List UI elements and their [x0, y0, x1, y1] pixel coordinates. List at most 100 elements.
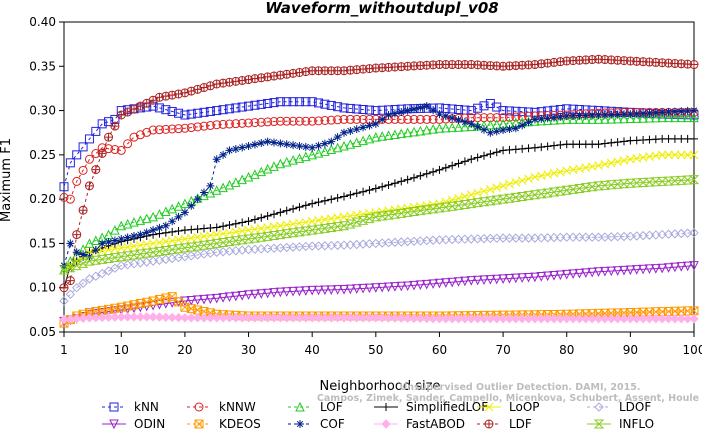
data-point-COF — [142, 228, 151, 237]
data-point-COF — [390, 109, 399, 118]
data-point-LoOP — [657, 150, 667, 160]
data-point-kNN — [447, 104, 457, 114]
data-point-COF — [378, 115, 387, 124]
data-point-FastABOD — [466, 314, 476, 324]
data-point-INFLO — [555, 186, 566, 196]
data-point-SimplifiedLOF — [168, 227, 177, 236]
data-point-LOF — [402, 127, 413, 138]
data-point-ODIN — [536, 272, 547, 282]
data-point-SimplifiedLOF — [537, 143, 546, 152]
data-point-SimplifiedLOF — [550, 141, 558, 150]
data-point-kNN — [161, 105, 171, 115]
data-point-INFLO — [612, 179, 623, 189]
data-point-LOF — [269, 161, 279, 171]
data-point-SimplifiedLOF — [410, 173, 418, 182]
data-point-ODIN — [485, 275, 496, 285]
data-point-kNN — [174, 108, 184, 118]
data-point-INFLO — [593, 181, 604, 191]
data-point-LDOF — [313, 241, 324, 251]
data-point-FastABOD — [587, 314, 597, 324]
x-tick-label: 20 — [177, 343, 192, 357]
data-point-kNN — [91, 126, 101, 136]
data-point-FastABOD — [313, 313, 324, 323]
data-point-LOF — [606, 113, 617, 124]
data-point-INFLO — [669, 176, 681, 186]
y-tick-label: 0.35 — [29, 59, 56, 73]
data-point-COF — [448, 114, 457, 123]
y-tick-label: 0.20 — [29, 192, 56, 206]
data-point-kNN — [167, 106, 177, 116]
data-point-ODIN — [651, 264, 661, 274]
data-point-INFLO — [300, 226, 312, 236]
data-point-LDOF — [536, 233, 546, 243]
data-point-FastABOD — [192, 313, 203, 323]
data-point-LDOF — [72, 283, 82, 293]
data-point-ODIN — [670, 262, 680, 273]
data-point-FastABOD — [320, 313, 330, 323]
data-point-COF — [645, 109, 654, 118]
data-point-SimplifiedLOF — [460, 157, 469, 166]
data-point-LDF — [84, 181, 94, 191]
data-point-LOF — [555, 114, 566, 125]
data-point-SimplifiedLOF — [371, 184, 380, 193]
data-point-SimplifiedLOF — [161, 228, 170, 237]
data-point-LDOF — [485, 233, 496, 244]
data-point-FastABOD — [409, 313, 419, 324]
data-point-LoOP — [689, 150, 699, 160]
data-point-SimplifiedLOF — [511, 145, 520, 154]
data-point-COF — [607, 110, 616, 119]
data-point-COF — [620, 110, 628, 119]
data-point-LDF — [91, 165, 101, 175]
data-point-INFLO — [224, 237, 235, 247]
data-point-SimplifiedLOF — [378, 182, 387, 191]
data-point-ODIN — [345, 284, 356, 295]
data-point-kNNW — [224, 119, 234, 129]
data-point-ODIN — [472, 275, 483, 286]
watermark-line-1: Unsupervised Outlier Detection. DAMI, 20… — [400, 382, 641, 393]
data-point-LDOF — [479, 233, 489, 244]
data-point-FastABOD — [396, 313, 406, 323]
data-point-kNN — [301, 97, 311, 107]
x-tick-label: 90 — [623, 343, 638, 357]
series-line-KDEOS — [63, 296, 695, 324]
data-point-FastABOD — [682, 314, 693, 324]
data-point-SimplifiedLOF — [607, 138, 616, 147]
data-point-LoOP — [524, 174, 533, 184]
data-point-INFLO — [663, 176, 674, 186]
data-point-kNN — [97, 119, 107, 129]
data-point-ODIN — [186, 295, 197, 306]
data-point-LOF — [84, 238, 95, 248]
data-point-kNN — [199, 107, 209, 117]
data-point-LoOP — [517, 176, 527, 185]
data-point-LDF — [104, 132, 114, 142]
data-point-INFLO — [682, 175, 693, 185]
data-point-ODIN — [250, 289, 260, 300]
data-point-COF — [441, 112, 450, 121]
data-point-INFLO — [281, 229, 292, 239]
legend-label: kNNW — [219, 400, 256, 414]
data-point-FastABOD — [262, 313, 273, 323]
data-point-ODIN — [638, 264, 648, 275]
data-point-ODIN — [663, 263, 674, 273]
legend-marker — [484, 402, 494, 412]
data-point-FastABOD — [301, 313, 311, 323]
data-point-SimplifiedLOF — [492, 148, 501, 157]
data-point-COF — [212, 155, 221, 164]
data-point-LOF — [313, 147, 324, 158]
data-point-LOF — [421, 124, 432, 135]
data-point-kNNW — [307, 116, 317, 126]
data-point-FastABOD — [663, 314, 674, 324]
legend-item-FastABOD: FastABOD — [374, 417, 465, 431]
data-point-LDOF — [472, 234, 483, 244]
data-point-LoOP — [466, 190, 476, 200]
data-point-LOF — [211, 185, 222, 195]
data-point-SimplifiedLOF — [314, 198, 323, 207]
data-point-INFLO — [440, 202, 452, 212]
data-point-LDOF — [574, 232, 585, 242]
data-point-INFLO — [383, 210, 394, 220]
data-point-INFLO — [230, 236, 242, 246]
data-point-kNN — [326, 100, 336, 110]
data-point-FastABOD — [422, 313, 432, 324]
data-point-FastABOD — [91, 312, 101, 323]
data-point-FastABOD — [275, 313, 286, 323]
